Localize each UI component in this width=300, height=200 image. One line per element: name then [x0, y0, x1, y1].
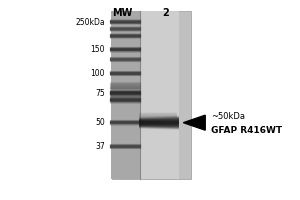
Text: 250kDa: 250kDa: [75, 18, 105, 27]
Text: 50: 50: [95, 118, 105, 127]
Text: GFAP R416WT: GFAP R416WT: [211, 126, 282, 135]
Text: 100: 100: [90, 69, 105, 78]
Text: 2: 2: [163, 8, 169, 18]
Text: MW: MW: [112, 8, 132, 18]
Bar: [112, 11, 191, 179]
Text: 150: 150: [90, 45, 105, 54]
Text: ~50kDa: ~50kDa: [211, 112, 245, 121]
Bar: [140, 11, 179, 179]
Bar: [111, 11, 140, 179]
Text: 75: 75: [95, 89, 105, 98]
Text: 37: 37: [95, 142, 105, 151]
Polygon shape: [183, 115, 205, 130]
